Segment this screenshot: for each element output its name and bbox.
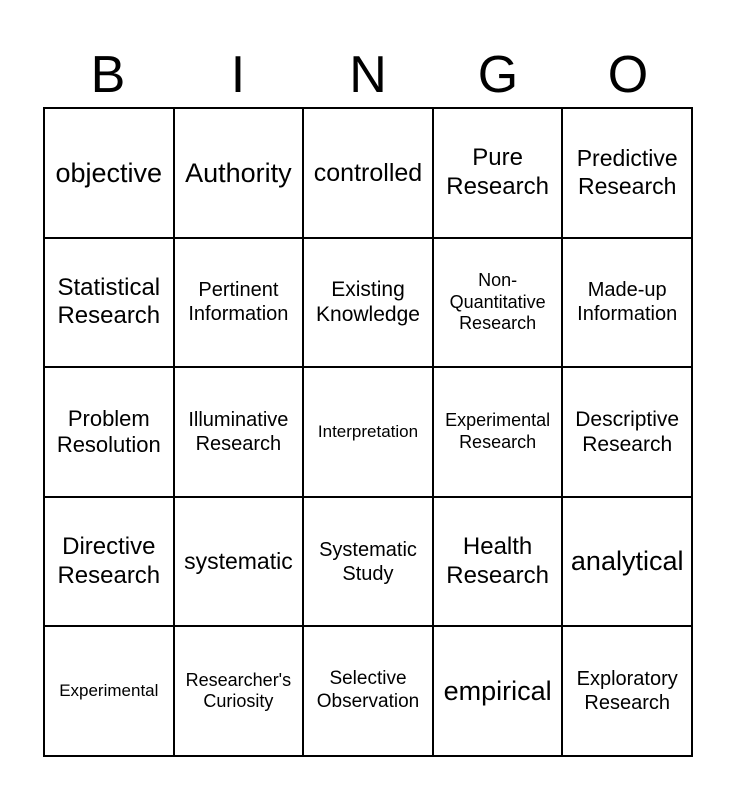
header-letter-b: B <box>90 46 126 104</box>
bingo-cell[interactable]: Problem Resolution <box>44 367 174 497</box>
bingo-cell[interactable]: Systematic Study <box>303 496 433 627</box>
bingo-cell[interactable]: Pertinent Information <box>173 237 304 368</box>
cell-text: Systematic Study <box>319 538 417 585</box>
cell-text: Descriptive Research <box>575 407 680 456</box>
header-letter-g: G <box>477 46 519 104</box>
cell-text: systematic <box>184 547 293 574</box>
cell-text: controlled <box>313 158 423 187</box>
bingo-cell[interactable]: Interpretation <box>303 367 433 497</box>
header-letter-i: I <box>230 46 246 104</box>
bingo-header: B I N G O <box>43 44 693 106</box>
bingo-cell[interactable]: Selective Observation <box>303 626 433 756</box>
cell-text: Pure Research <box>446 144 549 200</box>
cell-text: Selective Observation <box>316 668 420 713</box>
bingo-cell[interactable]: Illuminative Research <box>173 367 304 497</box>
cell-text: Authority <box>185 157 292 188</box>
header-letter-n: N <box>349 46 387 104</box>
cell-text: Experimental <box>59 681 159 700</box>
bingo-cell[interactable]: Exploratory Research <box>562 626 692 756</box>
cell-text: Problem Resolution <box>56 405 161 457</box>
cell-text: Existing Knowledge <box>316 278 420 327</box>
bingo-cell[interactable]: Directive Research <box>44 496 174 627</box>
bingo-cell[interactable]: Experimental <box>44 626 174 756</box>
bingo-cell[interactable]: Existing Knowledge <box>303 237 433 368</box>
cell-text: analytical <box>570 546 684 577</box>
bingo-cell[interactable]: controlled <box>303 108 433 238</box>
bingo-cell[interactable]: objective <box>44 108 174 238</box>
header-letter-o: O <box>607 46 649 104</box>
bingo-cell[interactable]: Descriptive Research <box>562 367 692 497</box>
bingo-cell[interactable]: Authority <box>173 108 304 238</box>
cell-text: objective <box>55 157 163 188</box>
bingo-cell[interactable]: Researcher's Curiosity <box>173 626 304 756</box>
cell-text: Interpretation <box>317 421 419 441</box>
cell-text: Statistical Research <box>57 273 161 330</box>
cell-text: Non-Quantitative Research <box>449 270 546 334</box>
bingo-cell[interactable]: Non-Quantitative Research <box>432 237 563 368</box>
bingo-cell[interactable]: Experimental Research <box>432 367 563 497</box>
cell-text: Experimental Research <box>445 410 551 452</box>
bingo-cell[interactable]: Pure Research <box>432 108 563 238</box>
cell-text: Directive Research <box>57 532 161 589</box>
cell-text: Made-up Information <box>577 279 678 326</box>
bingo-cell[interactable]: Predictive Research <box>562 108 692 238</box>
cell-text: Illuminative Research <box>188 408 289 455</box>
bingo-cell[interactable]: analytical <box>562 496 692 627</box>
bingo-cell[interactable]: Statistical Research <box>44 237 174 368</box>
bingo-cell[interactable]: Made-up Information <box>562 237 692 368</box>
cell-text: empirical <box>443 676 552 706</box>
cell-text: Predictive Research <box>576 145 678 199</box>
cell-text: Pertinent Information <box>188 279 289 326</box>
bingo-cell[interactable]: systematic <box>173 496 304 627</box>
bingo-cell[interactable]: Health Research <box>432 496 563 627</box>
cell-text: Health Research <box>446 532 549 589</box>
bingo-cell[interactable]: empirical <box>432 626 563 756</box>
cell-text: Researcher's Curiosity <box>185 669 292 712</box>
cell-text: Exploratory Research <box>576 668 678 715</box>
bingo-grid: objective Authority controlled Pure Researc… <box>43 107 693 757</box>
